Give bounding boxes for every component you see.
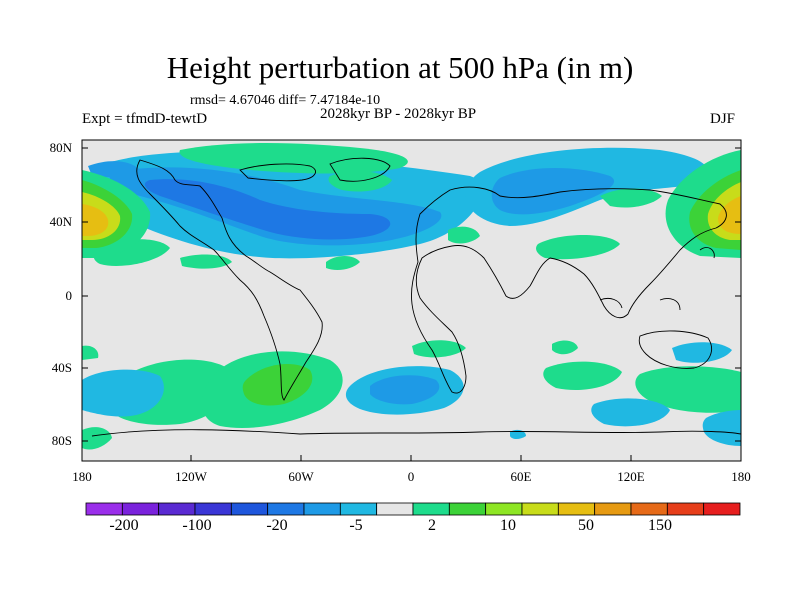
colorbar-swatch (521, 502, 559, 516)
colorbar-swatch (485, 502, 523, 516)
contour-blue-antarctic-east (702, 410, 741, 446)
colorbar-swatch (303, 502, 341, 516)
contour-blue-tropical-east (672, 342, 732, 363)
contour-green-antarctic-west (82, 427, 112, 450)
colorbar-swatch (158, 502, 196, 516)
contour-blue-deep-north-america (144, 179, 391, 240)
contour-green-tropical-indian (412, 340, 466, 358)
colorbar-swatch (85, 502, 123, 516)
contour-green2-south-america (242, 364, 313, 406)
contour-blue-south-pacific-west (82, 369, 164, 417)
rmsd-annotation: rmsd= 4.67046 diff= 7.47184e-10 (190, 93, 381, 108)
colorbar-swatch (594, 502, 632, 516)
lat-label-80n: 80N (49, 140, 72, 155)
colorbar-swatch (267, 502, 305, 516)
colorbar-label: 150 (648, 517, 672, 534)
lon-label-180e: 180 (731, 469, 751, 484)
lat-label-40s: 40S (51, 360, 72, 375)
lat-label-40n: 40N (49, 214, 72, 229)
contour-green-tropical-africa (552, 340, 578, 355)
lon-label-60w: 60W (288, 469, 314, 484)
experiment-label: Expt = tfmdD-tewtD (82, 111, 208, 127)
colorbar-swatch (666, 502, 705, 516)
lon-label-120e: 120E (617, 469, 645, 484)
contour-green-australia-south (635, 366, 741, 413)
contour-green-indian-south (543, 361, 622, 391)
contour-blue-mid-south-atlantic (370, 375, 440, 405)
colorbar-label: -5 (349, 517, 363, 534)
contour-blue-mid-band-west (88, 161, 140, 178)
colorbar-swatch (194, 502, 232, 516)
contour-green-pacific-south (82, 345, 99, 360)
lon-label-180w: 180 (72, 469, 92, 484)
colorbar-swatch (448, 502, 487, 516)
coastlines (91, 157, 741, 437)
period-annotation: 2028kyr BP - 2028kyr BP (320, 106, 477, 122)
contour-green-arctic (179, 143, 408, 174)
contour-green-mediterranean (448, 226, 480, 244)
plot-title: Height perturbation at 500 hPa (in m) (166, 50, 634, 85)
colorbar-label: 10 (500, 517, 516, 534)
lon-label-60e: 60E (510, 469, 532, 484)
contour-blue-antarctic-small (510, 429, 526, 439)
contour-green-atlantic (326, 256, 360, 270)
lat-label-80s: 80S (51, 433, 72, 448)
colorbar-label: -20 (266, 517, 288, 534)
colorbar-swatch (230, 502, 269, 516)
colorbar-label: -100 (182, 517, 212, 534)
contour-orange-dateline-west (82, 204, 109, 236)
colorbar-swatch (703, 502, 741, 516)
colorbar-swatch (376, 502, 414, 516)
season-label: DJF (710, 111, 736, 127)
contour-blue-australia-south (591, 398, 670, 427)
colorbar-swatch (121, 502, 160, 516)
colorbar-label: 50 (578, 517, 594, 534)
contour-orange-dateline-east (718, 196, 741, 234)
lat-label-0: 0 (65, 288, 73, 303)
colorbar-swatch (412, 502, 450, 516)
colorbar-label: 2 (428, 517, 436, 534)
contour-green-africa-north (180, 254, 232, 269)
contour-green-siberia (600, 188, 662, 208)
contour-green-central-asia (536, 235, 620, 260)
colorbar (85, 502, 741, 516)
axis-ticks (81, 147, 742, 461)
colorbar-swatch (557, 502, 596, 516)
lon-label-120w: 120W (175, 469, 207, 484)
colorbar-swatch (630, 502, 668, 516)
colorbar-swatch (339, 502, 378, 516)
colorbar-label: -200 (109, 517, 139, 534)
lon-label-0: 0 (407, 469, 415, 484)
contour-blue-mid-eurasia (491, 168, 615, 215)
